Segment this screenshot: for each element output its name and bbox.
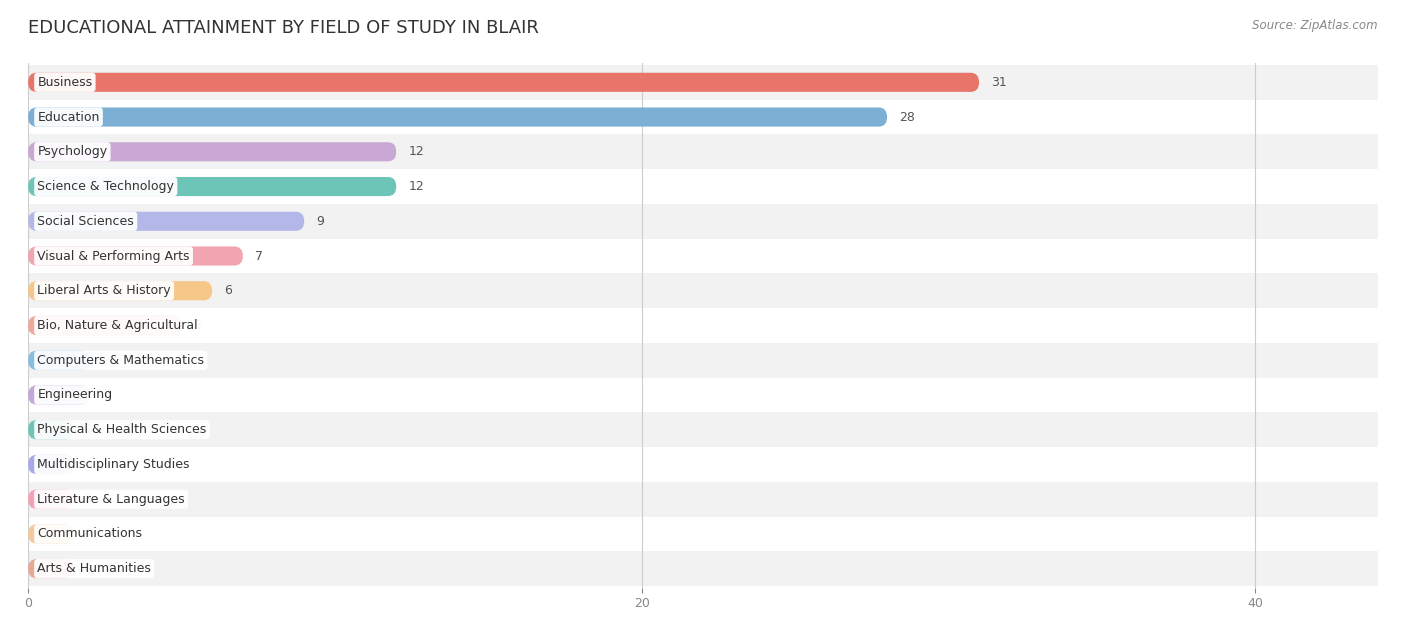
Text: 6: 6 [225,284,232,297]
Bar [28,274,1378,308]
FancyBboxPatch shape [28,246,243,265]
Bar [28,100,1378,135]
Text: 0: 0 [83,562,91,575]
FancyBboxPatch shape [28,455,75,474]
Bar [28,343,1378,377]
Bar [28,169,1378,204]
Text: 31: 31 [991,76,1007,89]
FancyBboxPatch shape [28,525,75,544]
Bar [28,239,1378,274]
Bar [28,308,1378,343]
Bar [28,412,1378,447]
Bar [28,135,1378,169]
Text: Literature & Languages: Literature & Languages [38,493,186,506]
Text: Visual & Performing Arts: Visual & Performing Arts [38,250,190,262]
Text: Engineering: Engineering [38,389,112,401]
Bar [28,377,1378,412]
Text: 28: 28 [900,111,915,123]
Text: EDUCATIONAL ATTAINMENT BY FIELD OF STUDY IN BLAIR: EDUCATIONAL ATTAINMENT BY FIELD OF STUDY… [28,19,538,37]
Text: Source: ZipAtlas.com: Source: ZipAtlas.com [1253,19,1378,32]
Text: 7: 7 [254,250,263,262]
Text: Communications: Communications [38,528,142,540]
Text: 12: 12 [409,145,425,158]
Bar [28,482,1378,516]
Text: Psychology: Psychology [38,145,107,158]
Text: Computers & Mathematics: Computers & Mathematics [38,354,204,367]
Bar [28,65,1378,100]
Text: Liberal Arts & History: Liberal Arts & History [38,284,172,297]
FancyBboxPatch shape [28,386,90,404]
Text: 2: 2 [101,354,110,367]
Text: 12: 12 [409,180,425,193]
Text: 0: 0 [83,528,91,540]
FancyBboxPatch shape [28,142,396,161]
Text: 0: 0 [83,423,91,436]
Bar [28,551,1378,586]
Text: Multidisciplinary Studies: Multidisciplinary Studies [38,458,190,471]
Text: 2: 2 [101,389,110,401]
Text: Bio, Nature & Agricultural: Bio, Nature & Agricultural [38,319,198,332]
FancyBboxPatch shape [28,351,90,370]
Text: Physical & Health Sciences: Physical & Health Sciences [38,423,207,436]
FancyBboxPatch shape [28,212,304,231]
Text: Science & Technology: Science & Technology [38,180,174,193]
FancyBboxPatch shape [28,177,396,196]
Text: Education: Education [38,111,100,123]
Text: 0: 0 [83,458,91,471]
Bar [28,204,1378,239]
Text: 9: 9 [316,215,325,228]
FancyBboxPatch shape [28,316,181,335]
Text: Arts & Humanities: Arts & Humanities [38,562,152,575]
FancyBboxPatch shape [28,281,212,300]
FancyBboxPatch shape [28,490,75,509]
FancyBboxPatch shape [28,73,979,92]
FancyBboxPatch shape [28,559,75,578]
FancyBboxPatch shape [28,107,887,126]
FancyBboxPatch shape [28,420,75,439]
Text: Social Sciences: Social Sciences [38,215,134,228]
Text: 0: 0 [83,493,91,506]
Bar [28,447,1378,482]
Text: 5: 5 [194,319,202,332]
Text: Business: Business [38,76,93,89]
Bar [28,516,1378,551]
